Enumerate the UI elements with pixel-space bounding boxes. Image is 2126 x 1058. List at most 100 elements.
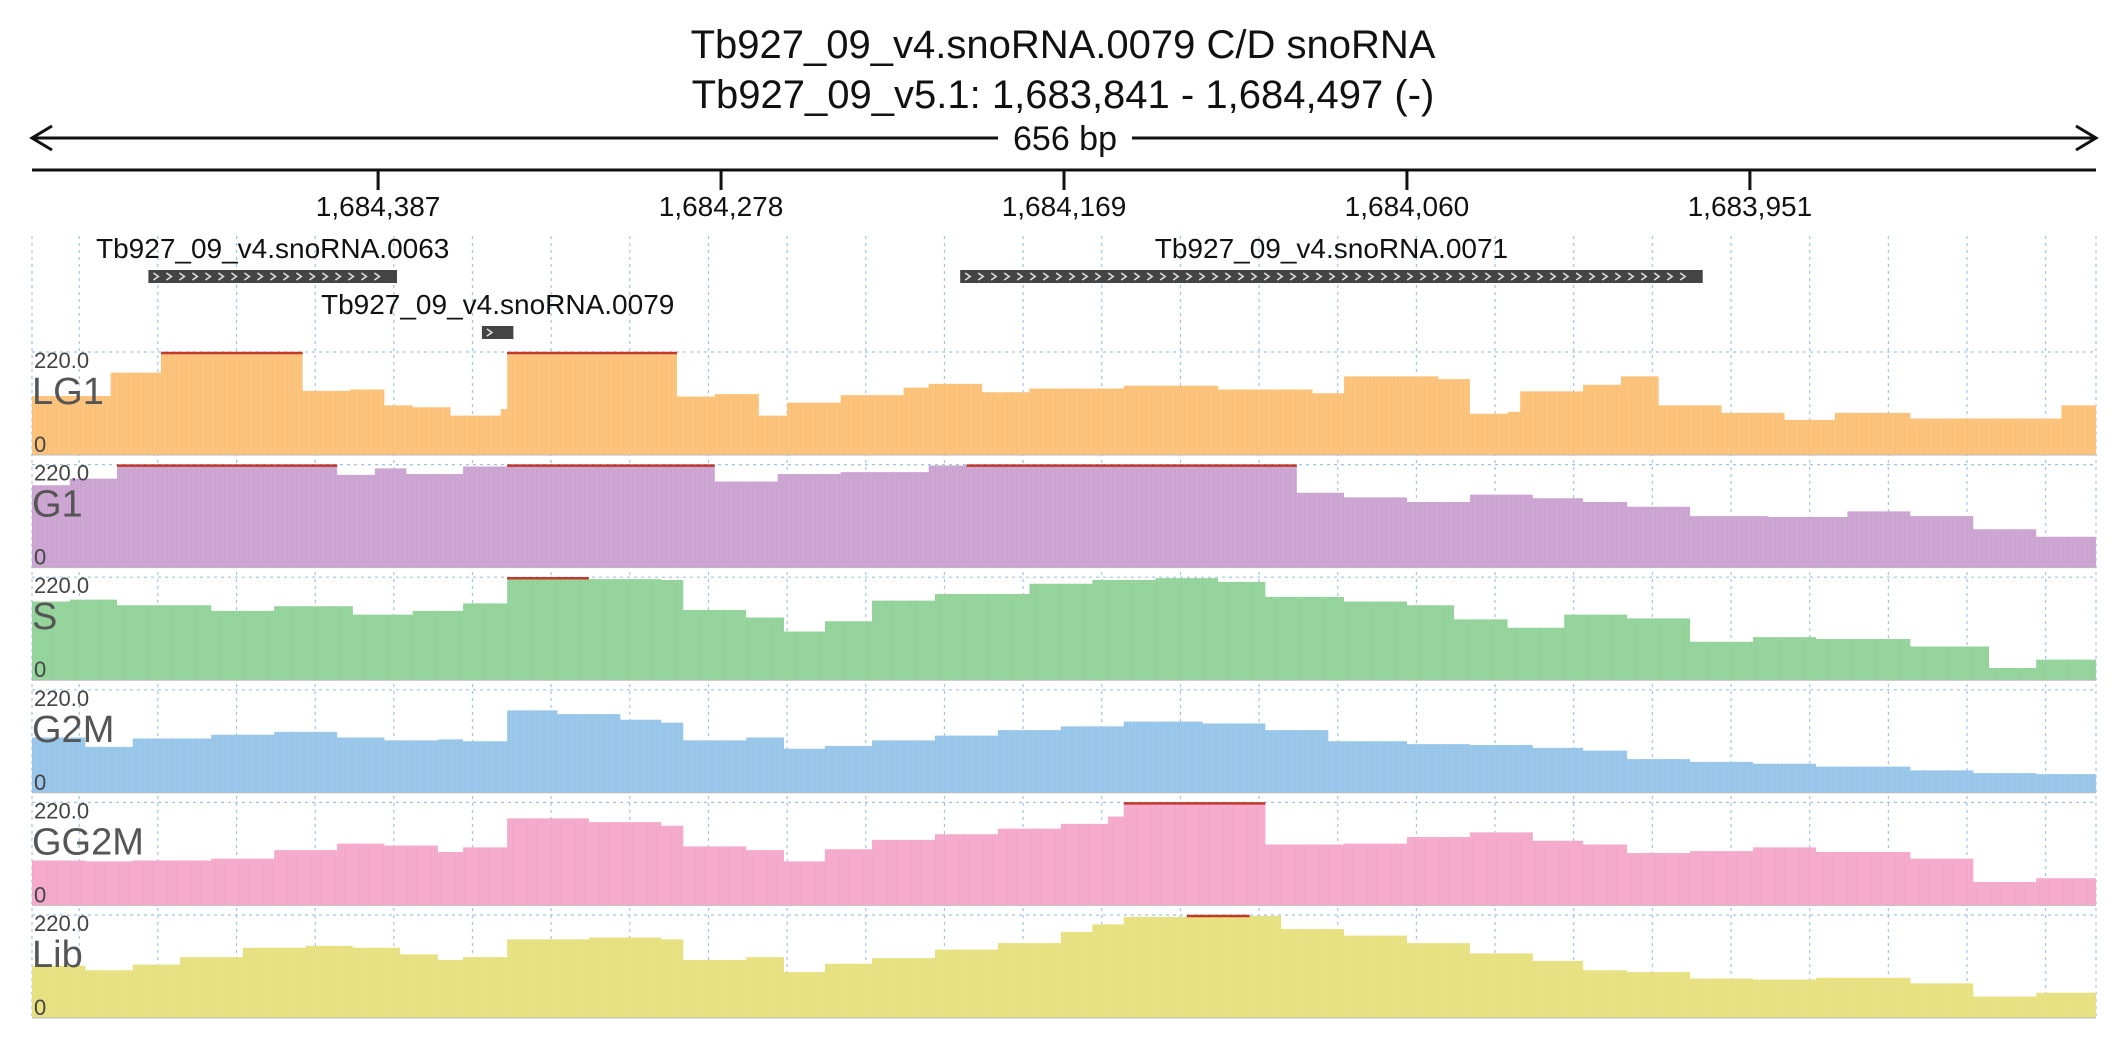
strand-arrow [964, 272, 972, 281]
strand-arrow [1315, 272, 1323, 281]
track-name-label: G2M [32, 709, 114, 751]
track-max-label: 220.0 [34, 348, 89, 373]
strand-arrow [217, 272, 225, 281]
strand-arrow [1354, 272, 1362, 281]
track-min-label: 0 [34, 882, 46, 907]
strand-arrow [165, 272, 173, 281]
strand-arrow [1497, 272, 1505, 281]
coverage-area [32, 464, 2096, 568]
strand-arrow [1510, 272, 1518, 281]
ruler-tick-label: 1,683,951 [1688, 191, 1813, 222]
strand-arrow [1107, 272, 1115, 281]
ruler-tick-label: 1,684,060 [1345, 191, 1470, 222]
strand-arrow [1614, 272, 1622, 281]
span-length-label: 656 bp [1013, 120, 1117, 158]
strand-arrow [1094, 272, 1102, 281]
track-name-label: GG2M [32, 821, 144, 863]
strand-arrow [321, 272, 329, 281]
strand-arrow [1653, 272, 1661, 281]
strand-arrow [486, 328, 494, 337]
strand-arrow [308, 272, 316, 281]
ruler-tick-label: 1,684,387 [316, 191, 441, 222]
strand-arrow [282, 272, 290, 281]
strand-arrow [1458, 272, 1466, 281]
track-name-label: LG1 [32, 371, 104, 413]
strand-arrow [1627, 272, 1635, 281]
track-min-label: 0 [34, 432, 46, 457]
strand-arrow [1211, 272, 1219, 281]
strand-arrow [1042, 272, 1050, 281]
strand-arrow [1016, 272, 1024, 281]
strand-arrow [1159, 272, 1167, 281]
strand-arrow [1575, 272, 1583, 281]
gene-feature-label: Tb927_09_v4.snoRNA.0071 [1155, 233, 1508, 264]
coverage-track: 220.0 0 G1 [32, 461, 2096, 570]
gene-feature: Tb927_09_v4.snoRNA.0071 [960, 233, 1703, 283]
strand-arrow [1029, 272, 1037, 281]
coverage-area [32, 352, 2096, 455]
strand-arrow [178, 272, 186, 281]
strand-arrow [1068, 272, 1076, 281]
strand-arrow [1276, 272, 1284, 281]
strand-arrow [334, 272, 342, 281]
strand-arrow [1666, 272, 1674, 281]
gene-feature-bar [148, 270, 397, 283]
strand-arrow [1536, 272, 1544, 281]
chart-subtitle-coordinates: Tb927_09_v5.1: 1,683,841 - 1,684,497 (-) [692, 73, 1435, 117]
strand-arrow [1302, 272, 1310, 281]
gene-feature: Tb927_09_v4.snoRNA.0063 [96, 233, 449, 283]
strand-arrow [1224, 272, 1232, 281]
strand-arrow [1380, 272, 1388, 281]
strand-arrow [977, 272, 985, 281]
strand-arrow [1471, 272, 1479, 281]
track-min-label: 0 [34, 657, 46, 682]
strand-arrow [1419, 272, 1427, 281]
strand-arrow [1328, 272, 1336, 281]
track-name-label: S [32, 596, 57, 638]
strand-arrow [1393, 272, 1401, 281]
coverage-area [32, 802, 2096, 906]
track-name-label: Lib [32, 934, 83, 976]
coverage-tracks: 220.00LG1220.00G1220.00S220.00G2M220.00G… [32, 348, 2096, 1020]
strand-arrow [269, 272, 277, 281]
strand-arrow [152, 272, 160, 281]
coverage-area [32, 577, 2096, 681]
strand-arrow [1549, 272, 1557, 281]
strand-arrow [1120, 272, 1128, 281]
strand-arrow [1081, 272, 1089, 281]
strand-arrow [1003, 272, 1011, 281]
strand-arrow [1146, 272, 1154, 281]
strand-arrow [191, 272, 199, 281]
strand-arrow [1367, 272, 1375, 281]
coverage-track: 220.0 0 S [32, 573, 2096, 682]
track-name-label: G1 [32, 484, 83, 526]
track-max-label: 220.0 [34, 573, 89, 598]
strand-arrow [1172, 272, 1180, 281]
strand-arrow [1432, 272, 1440, 281]
strand-arrow [1640, 272, 1648, 281]
strand-arrow [990, 272, 998, 281]
coverage-track: 220.0 0 Lib [32, 911, 2096, 1020]
track-min-label: 0 [34, 770, 46, 795]
ruler-tick-label: 1,684,278 [659, 191, 784, 222]
coverage-area [32, 710, 2096, 793]
strand-arrow [204, 272, 212, 281]
strand-arrow [1523, 272, 1531, 281]
strand-arrow [1237, 272, 1245, 281]
track-min-label: 0 [34, 545, 46, 570]
track-max-label: 220.0 [34, 798, 89, 823]
strand-arrow [1406, 272, 1414, 281]
strand-arrow [373, 272, 381, 281]
gene-feature-bar [960, 270, 1703, 283]
track-max-label: 220.0 [34, 461, 89, 486]
strand-arrow [1263, 272, 1271, 281]
track-min-label: 0 [34, 995, 46, 1020]
coverage-track: 220.0 0 GG2M [32, 798, 2096, 907]
strand-arrow [1445, 272, 1453, 281]
strand-arrow [243, 272, 251, 281]
gene-feature: Tb927_09_v4.snoRNA.0079 [321, 289, 674, 339]
strand-arrow [347, 272, 355, 281]
strand-arrow [360, 272, 368, 281]
